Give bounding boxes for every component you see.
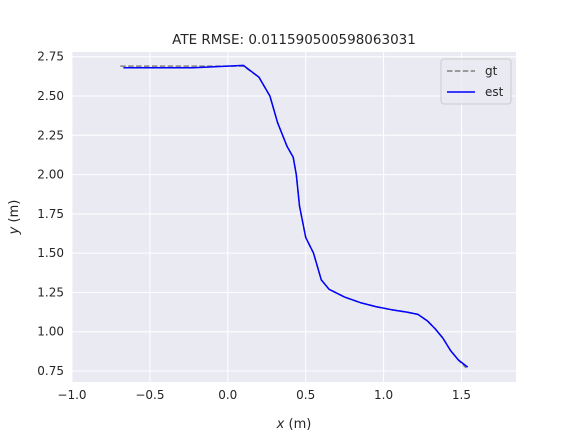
- x-tick-label: −1.0: [57, 388, 86, 402]
- x-axis-ticks: −1.0 −0.5 0.0 0.5 1.0 1.5: [57, 388, 471, 402]
- y-axis-label-unit: (m): [7, 200, 22, 227]
- x-tick-label: 1.0: [374, 388, 393, 402]
- chart-title: ATE RMSE: 0.011590500598063031: [172, 32, 416, 48]
- y-tick-label: 2.00: [37, 168, 64, 182]
- y-axis-label-var: y: [7, 226, 22, 235]
- legend-label-gt: gt: [485, 64, 498, 78]
- plot-area: [72, 52, 516, 382]
- x-tick-label: 1.5: [452, 388, 471, 402]
- y-axis-ticks: 0.75 1.00 1.25 1.50 1.75 2.00 2.25 2.50 2.75: [37, 50, 64, 378]
- y-tick-label: 1.75: [37, 207, 64, 221]
- y-tick-label: 2.50: [37, 89, 64, 103]
- y-tick-label: 2.25: [37, 128, 64, 142]
- series-layer: [120, 64, 469, 369]
- x-tick-label: −0.5: [135, 388, 164, 402]
- y-tick-label: 2.75: [37, 50, 64, 64]
- x-axis-label: x (m): [276, 417, 312, 432]
- y-tick-label: 1.50: [37, 246, 64, 260]
- y-tick-label: 1.00: [37, 325, 64, 339]
- x-tick-label: 0.5: [296, 388, 315, 402]
- x-tick-label: 0.0: [218, 388, 237, 402]
- legend: gt est: [440, 58, 512, 105]
- x-axis-label-unit: (m): [284, 417, 311, 432]
- y-tick-label: 0.75: [37, 364, 64, 378]
- grid: [71, 52, 516, 382]
- y-axis-label: y (m): [7, 200, 22, 236]
- y-tick-label: 1.25: [37, 285, 64, 299]
- x-axis-label-var: x: [276, 417, 285, 432]
- series-line-est: [123, 64, 469, 368]
- legend-label-est: est: [485, 85, 504, 99]
